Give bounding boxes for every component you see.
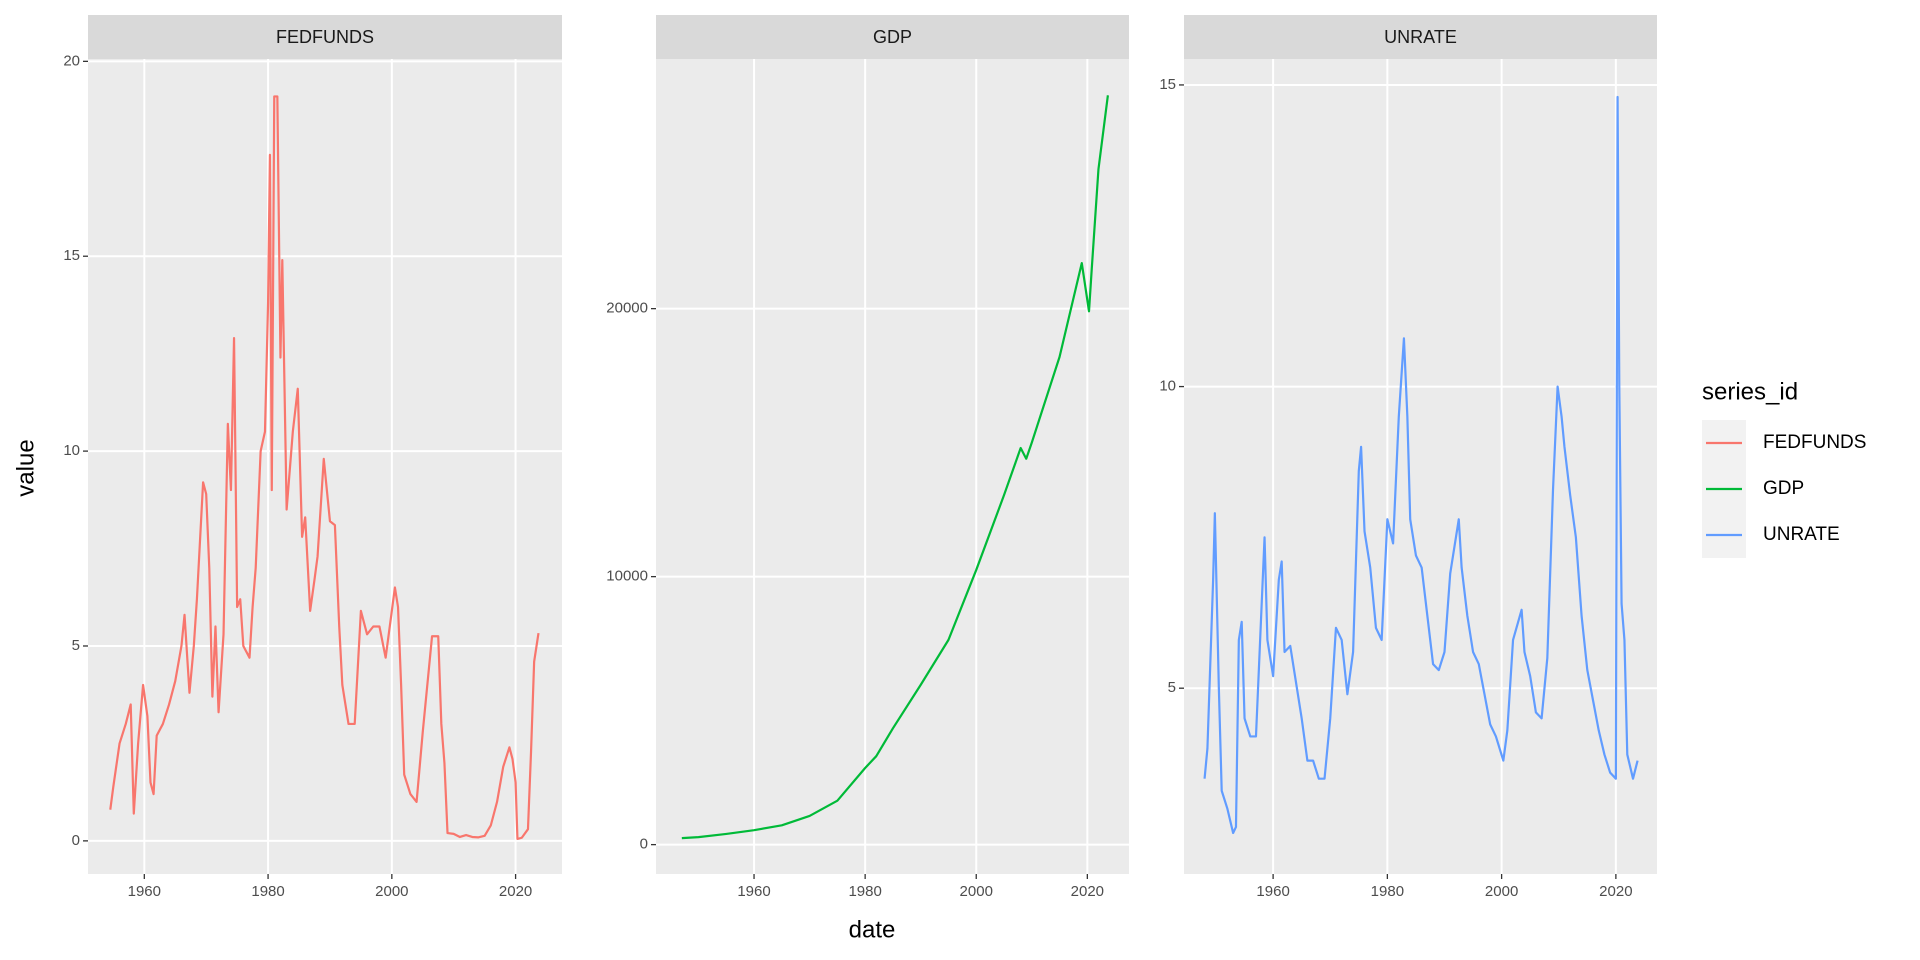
line xyxy=(681,95,1109,840)
x-tick-label: 1980 xyxy=(848,883,881,900)
strip xyxy=(656,15,1129,59)
y-tick-label: 15 xyxy=(63,247,80,264)
x-tick-label: 1980 xyxy=(1371,883,1404,900)
y-axis-label: value xyxy=(12,439,39,496)
x-tick-label: 2000 xyxy=(960,883,993,900)
x-tick-label: 2000 xyxy=(375,883,408,900)
y-tick-label: 5 xyxy=(1168,679,1176,696)
x-tick-label: 2020 xyxy=(499,883,532,900)
y-tick-label: 20000 xyxy=(606,300,648,317)
panel-title: UNRATE xyxy=(1384,27,1457,47)
legend-label: UNRATE xyxy=(1763,524,1840,545)
x-tick-label: 1980 xyxy=(251,883,284,900)
line xyxy=(1203,95,1639,835)
x-tick-label: 2020 xyxy=(1599,883,1632,900)
panel-title: FEDFUNDS xyxy=(276,27,374,47)
x-tick-label: 1960 xyxy=(128,883,161,900)
strip xyxy=(88,15,562,59)
y-tick-label: 5 xyxy=(72,637,80,654)
y-tick-label: 10000 xyxy=(606,568,648,585)
x-tick-label: 1960 xyxy=(1256,883,1289,900)
y-tick-label: 10 xyxy=(63,442,80,459)
y-tick-label: 20 xyxy=(63,52,80,69)
line xyxy=(109,95,540,841)
panel-title: GDP xyxy=(873,27,912,47)
x-tick-label: 1960 xyxy=(737,883,770,900)
legend-label: GDP xyxy=(1763,478,1804,499)
legend-label: FEDFUNDS xyxy=(1763,432,1866,453)
strip xyxy=(1184,15,1657,59)
x-tick-label: 2000 xyxy=(1485,883,1518,900)
x-axis-label: date xyxy=(849,916,896,943)
panel xyxy=(1184,59,1657,874)
panel xyxy=(656,59,1129,874)
y-tick-label: 10 xyxy=(1159,378,1176,395)
y-tick-label: 15 xyxy=(1159,76,1176,93)
y-tick-label: 0 xyxy=(640,836,648,853)
x-tick-label: 2020 xyxy=(1071,883,1104,900)
legend-title: series_id xyxy=(1702,378,1798,405)
y-tick-label: 0 xyxy=(72,832,80,849)
